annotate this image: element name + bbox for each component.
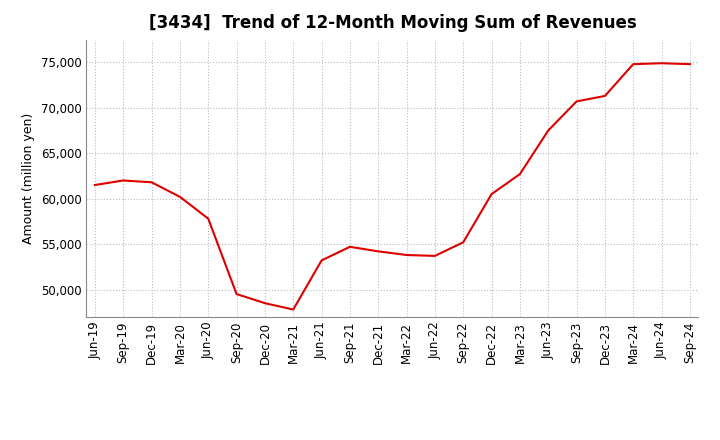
Title: [3434]  Trend of 12-Month Moving Sum of Revenues: [3434] Trend of 12-Month Moving Sum of R… — [148, 15, 636, 33]
Y-axis label: Amount (million yen): Amount (million yen) — [22, 113, 35, 244]
